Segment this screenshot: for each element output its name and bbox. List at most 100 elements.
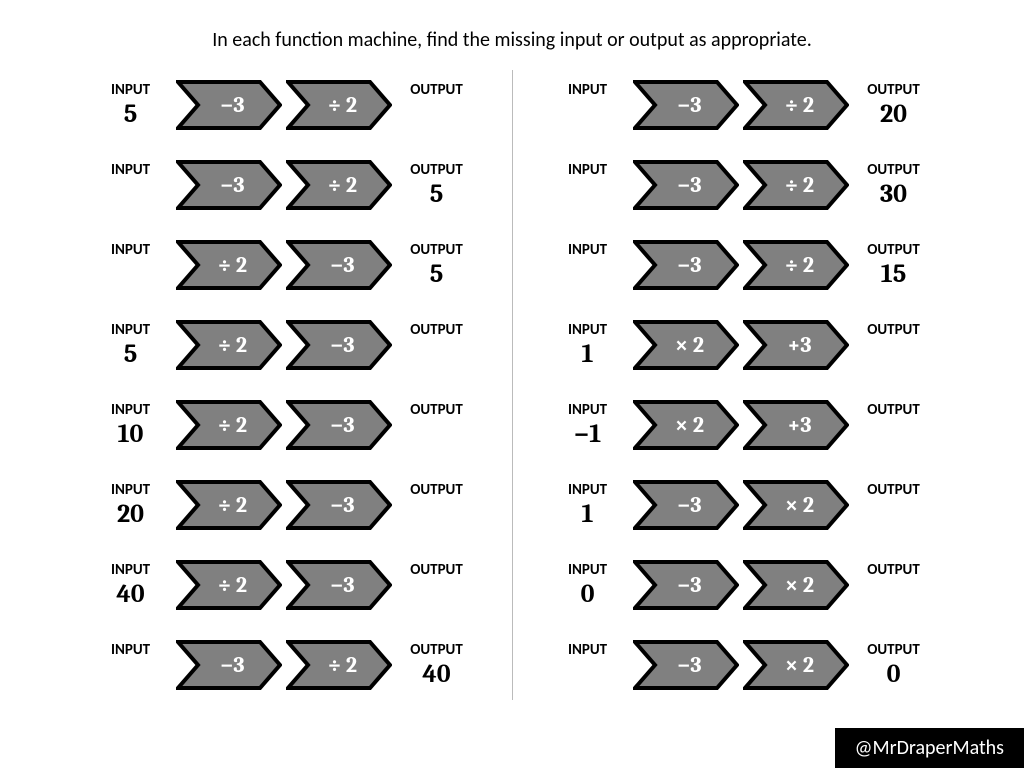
operation-text: −3 [176,80,282,130]
function-machine: INPUT10 ÷ 2 −3OUTPUT [86,390,482,460]
operation-arrow-1: ÷ 2 [176,560,282,610]
output-block: OUTPUT5 [392,161,482,209]
operation-arrows: ÷ 2 −3 [176,240,392,290]
operation-arrow-2: × 2 [743,480,849,530]
input-label: INPUT [568,401,607,419]
function-machine: INPUT −3 × 2OUTPUT0 [543,630,939,700]
operation-arrow-1: −3 [633,160,739,210]
output-label: OUTPUT [867,161,920,179]
function-machine: INPUT20 ÷ 2 −3OUTPUT [86,470,482,540]
page-title: In each function machine, find the missi… [0,0,1024,70]
operation-text: ÷ 2 [743,80,849,130]
function-machine: INPUT ÷ 2 −3OUTPUT5 [86,230,482,300]
input-label: INPUT [111,81,150,99]
output-block: OUTPUT [849,561,939,609]
output-label: OUTPUT [867,81,920,99]
right-column: INPUT −3 ÷ 2OUTPUT20INPUT −3 ÷ 2OUTPUT30… [543,70,939,700]
function-machine: INPUT −3 ÷ 2OUTPUT30 [543,150,939,220]
output-block: OUTPUT [392,321,482,369]
output-block: OUTPUT20 [849,81,939,129]
operation-arrow-2: −3 [286,240,392,290]
operation-text: × 2 [743,560,849,610]
operation-arrow-1: −3 [633,240,739,290]
output-block: OUTPUT [392,481,482,529]
output-block: OUTPUT30 [849,161,939,209]
operation-text: ÷ 2 [743,240,849,290]
input-block: INPUT1 [543,481,633,529]
operation-text: −3 [633,160,739,210]
input-value: 20 [117,499,144,529]
input-label: INPUT [568,561,607,579]
operation-arrows: ÷ 2 −3 [176,560,392,610]
input-block: INPUT20 [86,481,176,529]
operation-arrows: −3 ÷ 2 [176,80,392,130]
output-label: OUTPUT [410,241,463,259]
output-label: OUTPUT [867,641,920,659]
function-machine: INPUT −3 ÷ 2OUTPUT15 [543,230,939,300]
function-machine: INPUT −3 ÷ 2OUTPUT40 [86,630,482,700]
operation-arrow-2: −3 [286,480,392,530]
function-machine: INPUT1 −3 × 2OUTPUT [543,470,939,540]
input-label: INPUT [568,481,607,499]
input-value: 5 [124,339,138,369]
operation-arrow-2: +3 [743,400,849,450]
operation-arrows: −3 ÷ 2 [633,240,849,290]
operation-text: × 2 [633,320,739,370]
output-label: OUTPUT [867,321,920,339]
footer-credit: @MrDraperMaths [835,728,1024,768]
operation-text: ÷ 2 [176,560,282,610]
left-column: INPUT5 −3 ÷ 2OUTPUTINPUT −3 ÷ 2OUTPUT5IN… [86,70,482,700]
input-value: 1 [582,339,594,369]
operation-arrow-1: ÷ 2 [176,400,282,450]
operation-arrow-1: −3 [633,560,739,610]
input-block: INPUT5 [86,321,176,369]
operation-arrows: −3 ÷ 2 [633,160,849,210]
operation-arrow-2: +3 [743,320,849,370]
operation-arrow-1: × 2 [633,320,739,370]
operation-text: +3 [743,400,849,450]
function-machine: INPUT−1 × 2 +3OUTPUT [543,390,939,460]
operation-arrows: × 2 +3 [633,400,849,450]
output-label: OUTPUT [410,561,463,579]
operation-text: ÷ 2 [286,160,392,210]
output-value: 40 [422,659,450,689]
operation-arrow-2: −3 [286,560,392,610]
operation-text: +3 [743,320,849,370]
function-machine: INPUT0 −3 × 2OUTPUT [543,550,939,620]
operation-arrow-2: −3 [286,400,392,450]
operation-arrow-1: ÷ 2 [176,480,282,530]
operation-arrows: ÷ 2 −3 [176,320,392,370]
input-label: INPUT [111,241,150,259]
operation-arrow-2: ÷ 2 [743,80,849,130]
operation-arrows: −3 ÷ 2 [176,640,392,690]
input-label: INPUT [111,321,150,339]
input-value: 40 [116,579,144,609]
operation-text: −3 [286,560,392,610]
input-block: INPUT [543,641,633,689]
output-label: OUTPUT [867,401,920,419]
operation-text: −3 [633,640,739,690]
output-block: OUTPUT [849,401,939,449]
operation-arrows: ÷ 2 −3 [176,480,392,530]
input-block: INPUT10 [86,401,176,449]
function-machine: INPUT40 ÷ 2 −3OUTPUT [86,550,482,620]
operation-text: × 2 [633,400,739,450]
function-machine: INPUT5 ÷ 2 −3OUTPUT [86,310,482,380]
function-machine: INPUT5 −3 ÷ 2OUTPUT [86,70,482,140]
operation-arrows: −3 × 2 [633,640,849,690]
operation-arrow-1: −3 [176,160,282,210]
operation-text: ÷ 2 [743,160,849,210]
operation-arrow-2: ÷ 2 [286,160,392,210]
input-label: INPUT [111,161,150,179]
operation-arrow-2: ÷ 2 [743,240,849,290]
output-value: 30 [880,179,907,209]
output-block: OUTPUT5 [392,241,482,289]
column-divider [512,70,513,700]
operation-arrow-1: −3 [176,80,282,130]
input-block: INPUT [86,641,176,689]
operation-text: −3 [286,480,392,530]
input-block: INPUT1 [543,321,633,369]
output-block: OUTPUT [392,561,482,609]
input-value: 0 [581,579,595,609]
operation-text: ÷ 2 [286,640,392,690]
